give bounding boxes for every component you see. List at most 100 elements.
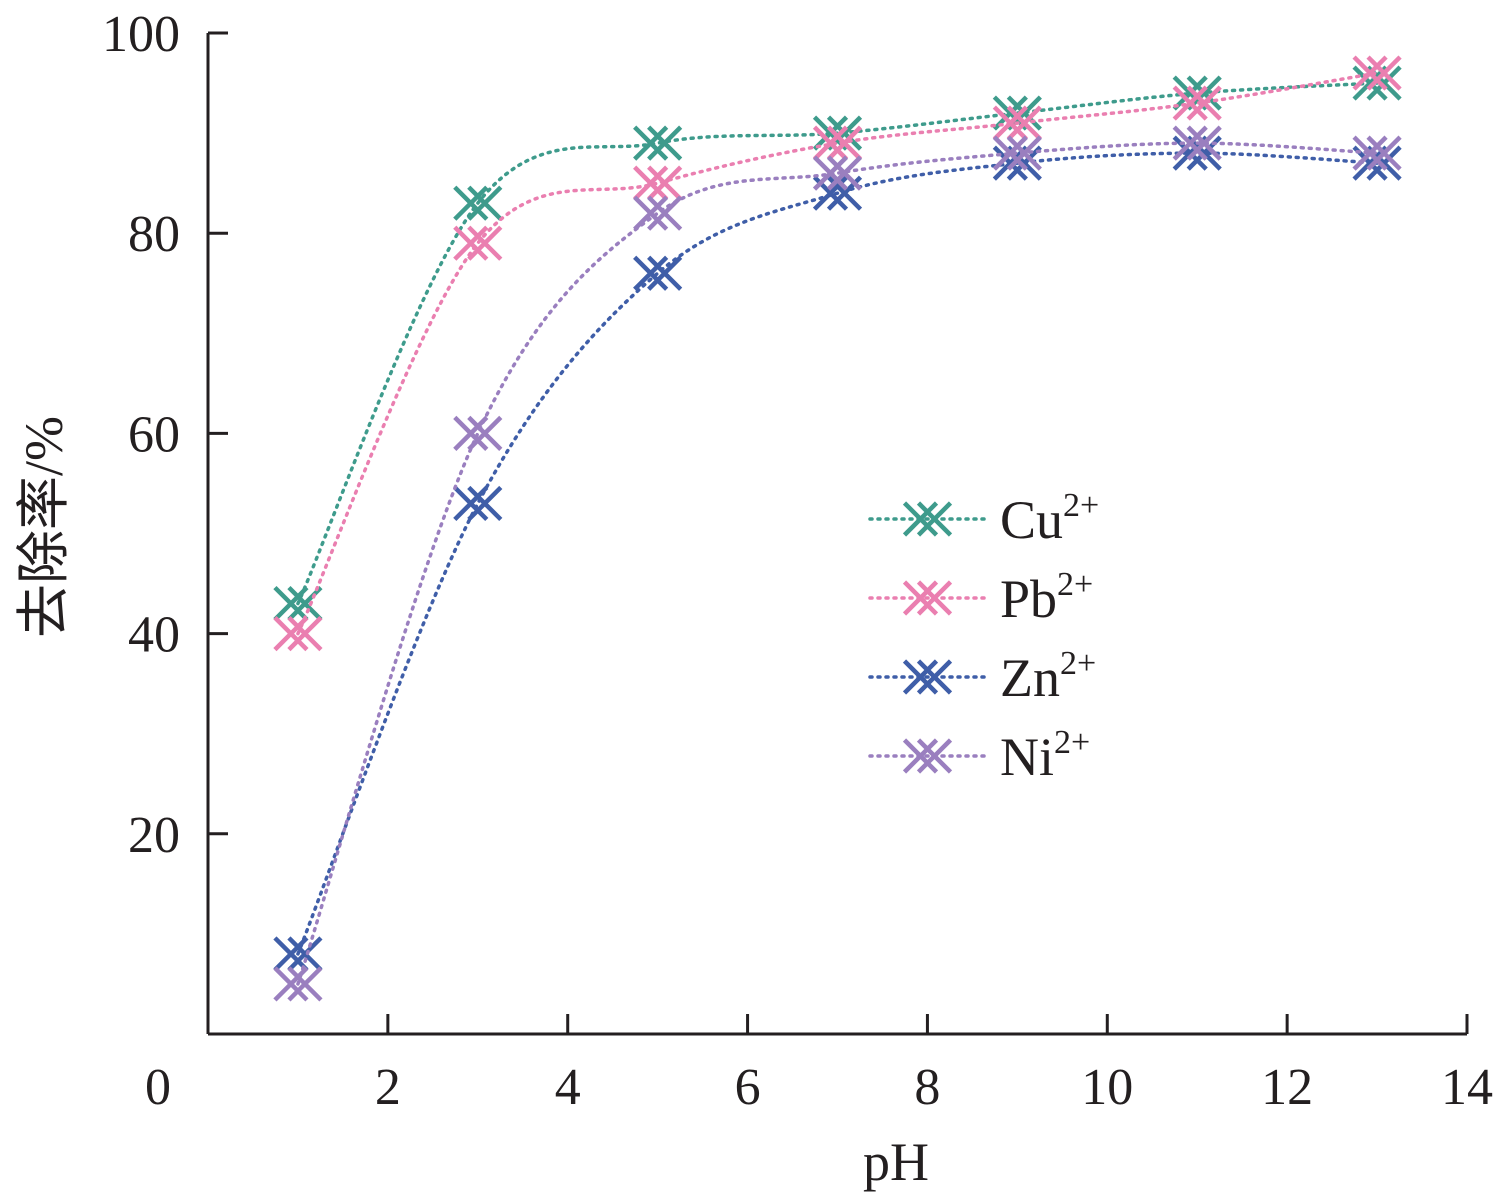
marker-stroke (1366, 135, 1402, 171)
data-point (273, 616, 323, 652)
data-point (273, 585, 323, 622)
marker-stroke (287, 936, 323, 972)
marker-stroke (1366, 55, 1402, 91)
data-point (1352, 135, 1402, 171)
data-point (1172, 85, 1222, 121)
legend-item: Ni2+ (868, 724, 1090, 787)
marker-stroke (1366, 65, 1402, 101)
marker-stroke (287, 585, 323, 622)
marker-stroke (812, 125, 849, 161)
marker-stroke (826, 155, 863, 191)
data-point (902, 659, 953, 695)
y-tick-label: 60 (128, 406, 180, 463)
data-point (453, 415, 503, 451)
data-point (273, 966, 323, 1002)
marker-stroke (1006, 135, 1042, 171)
data-point (273, 936, 323, 972)
series-zn (273, 135, 1402, 972)
marker-stroke (902, 659, 939, 695)
marker-stroke (273, 616, 309, 652)
marker-stroke (633, 195, 669, 231)
legend-label-superscript: 2+ (1054, 724, 1090, 761)
marker-stroke (916, 580, 953, 616)
marker-stroke (273, 936, 309, 972)
legend-item: Zn2+ (868, 645, 1096, 708)
y-tick-label: 20 (128, 807, 180, 864)
data-point (1352, 55, 1402, 91)
data-point (1172, 125, 1222, 161)
series-ni (273, 125, 1402, 1002)
marker-stroke (453, 185, 489, 221)
marker-stroke (647, 125, 683, 161)
legend-label-superscript: 2+ (1057, 566, 1093, 603)
y-tick-label: 40 (128, 607, 180, 664)
x-axis-title: pH (863, 1132, 929, 1192)
marker-stroke (287, 966, 323, 1002)
marker-stroke (916, 738, 953, 774)
data-point (812, 125, 863, 161)
series-layer (273, 55, 1402, 1002)
marker-stroke (902, 501, 939, 537)
x-tick-label: 2 (375, 1059, 401, 1116)
data-point (633, 255, 683, 291)
x-tick-label: 4 (555, 1059, 581, 1116)
marker-stroke (812, 155, 849, 191)
legend-label-superscript: 2+ (1060, 645, 1096, 682)
marker-stroke (916, 501, 953, 537)
marker-stroke (467, 185, 503, 221)
data-point (902, 580, 953, 616)
marker-stroke (1352, 55, 1388, 91)
marker-stroke (647, 165, 683, 201)
marker-stroke (992, 135, 1028, 171)
data-point (812, 155, 863, 191)
series-pb (273, 55, 1402, 652)
marker-stroke (1172, 125, 1208, 161)
data-point (453, 485, 503, 522)
data-point (633, 165, 683, 201)
marker-stroke (467, 225, 503, 261)
marker-stroke (1172, 85, 1208, 121)
legend-label-name: Ni (1000, 727, 1054, 787)
data-point (992, 105, 1042, 141)
marker-stroke (812, 115, 849, 151)
marker-stroke (1186, 125, 1222, 161)
marker-stroke (1172, 75, 1208, 111)
marker-stroke (902, 738, 939, 774)
axes: 0 2 4 6 8 10 12 14 20 40 60 80 100 (102, 6, 1493, 1116)
data-point (453, 185, 503, 221)
legend-label: Ni2+ (1000, 724, 1090, 787)
marker-stroke (633, 255, 669, 291)
data-point (633, 125, 683, 161)
marker-stroke (453, 415, 489, 451)
legend-label: Pb2+ (1000, 566, 1093, 629)
y-axis-title: 去除率/% (14, 416, 74, 638)
marker-stroke (273, 585, 309, 622)
legend-label-name: Cu (1000, 490, 1063, 550)
legend-label-name: Zn (1000, 648, 1060, 708)
marker-stroke (633, 125, 669, 161)
data-point (902, 501, 953, 537)
data-point (633, 195, 683, 231)
marker-stroke (467, 485, 503, 522)
marker-stroke (273, 966, 309, 1002)
marker-stroke (647, 255, 683, 291)
legend-label-name: Pb (1000, 569, 1057, 629)
legend-label: Zn2+ (1000, 645, 1096, 708)
series-line (296, 151, 1379, 956)
marker-stroke (1366, 145, 1402, 181)
y-tick-label: 100 (102, 6, 180, 63)
legend-item: Cu2+ (868, 487, 1099, 550)
legend-label-superscript: 2+ (1063, 487, 1099, 524)
marker-stroke (1006, 105, 1042, 141)
x-tick-label: 14 (1441, 1059, 1493, 1116)
marker-stroke (287, 616, 323, 652)
series-line (296, 141, 1379, 986)
data-point (453, 225, 503, 261)
marker-stroke (826, 125, 863, 161)
legend: Cu2+Pb2+Zn2+Ni2+ (868, 487, 1099, 787)
x-tick-label: 8 (914, 1059, 940, 1116)
marker-stroke (453, 485, 489, 522)
x-tick-label: 10 (1081, 1059, 1133, 1116)
y-tick-label: 80 (128, 206, 180, 263)
